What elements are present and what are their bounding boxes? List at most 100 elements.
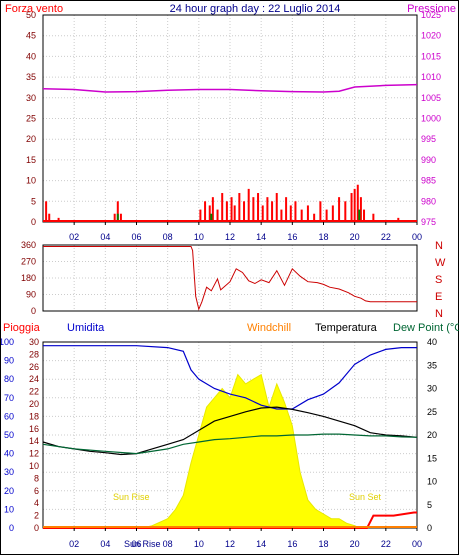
wind-bar-34 bbox=[338, 197, 341, 222]
wind-bar-12 bbox=[225, 201, 228, 222]
wind-ytick-20: 20 bbox=[26, 134, 36, 144]
pressure-ytick-1000: 1000 bbox=[421, 114, 441, 124]
wind-ytick-45: 45 bbox=[26, 31, 36, 41]
wind-bar-13 bbox=[230, 197, 233, 222]
p3-xaxis-label-08: 08 bbox=[163, 539, 173, 549]
direction-ytick-270: 270 bbox=[21, 257, 36, 267]
humidity-ytick-60: 60 bbox=[4, 411, 14, 421]
rain-ytick-28: 28 bbox=[29, 349, 39, 359]
wind-bar-17 bbox=[247, 188, 250, 222]
p3-xaxis-label-20: 20 bbox=[350, 539, 360, 549]
rain-ytick-0: 0 bbox=[34, 523, 39, 533]
pressure-ytick-985: 985 bbox=[421, 176, 436, 186]
temperature-label: Temperatura bbox=[315, 322, 378, 334]
wind-bar-27 bbox=[294, 201, 297, 222]
humidity-ytick-70: 70 bbox=[4, 393, 14, 403]
pressure-ytick-990: 990 bbox=[421, 155, 436, 165]
pressure-axis-label: Pressione bbox=[407, 3, 456, 15]
wind-bar-32 bbox=[325, 209, 328, 222]
rain-ytick-10: 10 bbox=[29, 461, 39, 471]
temp-ytick-20: 20 bbox=[427, 430, 437, 440]
p1-xaxis-label-00: 00 bbox=[412, 232, 422, 242]
pressure-ytick-1005: 1005 bbox=[421, 93, 441, 103]
wind-bar-30 bbox=[313, 213, 316, 222]
p3-xaxis-label-10: 10 bbox=[194, 539, 204, 549]
dir-letter-w: W bbox=[435, 257, 446, 269]
p1-xaxis-label-12: 12 bbox=[225, 232, 235, 242]
wind-bar-33 bbox=[331, 205, 334, 222]
wind-ytick-10: 10 bbox=[26, 176, 36, 186]
p3-xaxis-label-14: 14 bbox=[256, 539, 266, 549]
wind-bar-7 bbox=[204, 201, 207, 222]
wind-bar-20 bbox=[261, 205, 264, 222]
rain-ytick-22: 22 bbox=[29, 387, 39, 397]
temp-ytick-10: 10 bbox=[427, 477, 437, 487]
wind-bar-36 bbox=[350, 193, 353, 222]
wind-bar-41 bbox=[372, 213, 375, 222]
direction-ytick-90: 90 bbox=[26, 290, 36, 300]
humidity-ytick-10: 10 bbox=[4, 504, 14, 514]
temp-ytick-35: 35 bbox=[427, 360, 437, 370]
wind-ytick-5: 5 bbox=[31, 196, 36, 206]
wind-ytick-30: 30 bbox=[26, 93, 36, 103]
wind-axis-label: Forza vento bbox=[5, 3, 63, 15]
p1-xaxis-label-16: 16 bbox=[287, 232, 297, 242]
wind-bar-23 bbox=[275, 193, 278, 222]
windchill-label: Windchill bbox=[247, 322, 291, 334]
p3-xaxis-label-22: 22 bbox=[381, 539, 391, 549]
p3-xaxis-label-04: 04 bbox=[100, 539, 110, 549]
p1-xaxis-label-08: 08 bbox=[163, 232, 173, 242]
wind-bar-37 bbox=[353, 188, 356, 222]
wind-bar-11 bbox=[221, 193, 224, 222]
wind-bar-22 bbox=[271, 201, 274, 222]
pressure-ytick-1015: 1015 bbox=[421, 51, 441, 61]
wind-bar-25 bbox=[285, 197, 288, 222]
p1-xaxis-label-04: 04 bbox=[100, 232, 110, 242]
wind-bar-21 bbox=[266, 197, 269, 222]
wind-ytick-25: 25 bbox=[26, 114, 36, 124]
gust-bar-1 bbox=[210, 213, 213, 222]
pressure-line bbox=[42, 83, 418, 93]
rain-ytick-2: 2 bbox=[34, 511, 39, 521]
direction-line bbox=[43, 246, 417, 311]
dewpoint-line bbox=[42, 433, 418, 455]
p3-xaxis-label-18: 18 bbox=[318, 539, 328, 549]
temp-ytick-25: 25 bbox=[427, 407, 437, 417]
direction-ytick-180: 180 bbox=[21, 273, 36, 283]
direction-ytick-0: 0 bbox=[31, 306, 36, 316]
sun-rise-xaxis-label: Sun Rise bbox=[124, 539, 161, 549]
wind-bar-3 bbox=[113, 213, 116, 222]
wind-ytick-50: 50 bbox=[26, 10, 36, 20]
wind-bar-10 bbox=[216, 209, 219, 222]
sun-rise-label: Sun Rise bbox=[113, 492, 150, 502]
rain-ytick-24: 24 bbox=[29, 374, 39, 384]
rain-ytick-18: 18 bbox=[29, 411, 39, 421]
dir-letter-e: E bbox=[435, 291, 442, 303]
dir-letter-s: S bbox=[435, 274, 442, 286]
wind-bar-28 bbox=[300, 209, 303, 222]
rain-ytick-20: 20 bbox=[29, 399, 39, 409]
temp-ytick-30: 30 bbox=[427, 384, 437, 394]
humidity-ytick-100: 100 bbox=[1, 337, 14, 347]
sun-set-label: Sun Set bbox=[349, 492, 382, 502]
wind-bar-39 bbox=[359, 197, 362, 222]
wind-bar-24 bbox=[280, 209, 283, 222]
wind-bar-5 bbox=[119, 213, 122, 222]
gust-bar-0 bbox=[116, 213, 119, 222]
wind-bar-38 bbox=[356, 184, 359, 222]
wind-bar-14 bbox=[233, 205, 236, 222]
wind-bar-4 bbox=[116, 201, 119, 222]
rain-ytick-30: 30 bbox=[29, 337, 39, 347]
temp-ytick-40: 40 bbox=[427, 337, 437, 347]
wind-bar-2 bbox=[57, 217, 60, 222]
wind-bar-16 bbox=[243, 201, 246, 222]
humidity-ytick-0: 0 bbox=[9, 523, 14, 533]
temp-ytick-15: 15 bbox=[427, 453, 437, 463]
p1-xaxis-label-18: 18 bbox=[318, 232, 328, 242]
humidity-ytick-20: 20 bbox=[4, 486, 14, 496]
rain-ytick-6: 6 bbox=[34, 486, 39, 496]
wind-ytick-0: 0 bbox=[31, 217, 36, 227]
humidity-ytick-80: 80 bbox=[4, 374, 14, 384]
rain-ytick-26: 26 bbox=[29, 362, 39, 372]
